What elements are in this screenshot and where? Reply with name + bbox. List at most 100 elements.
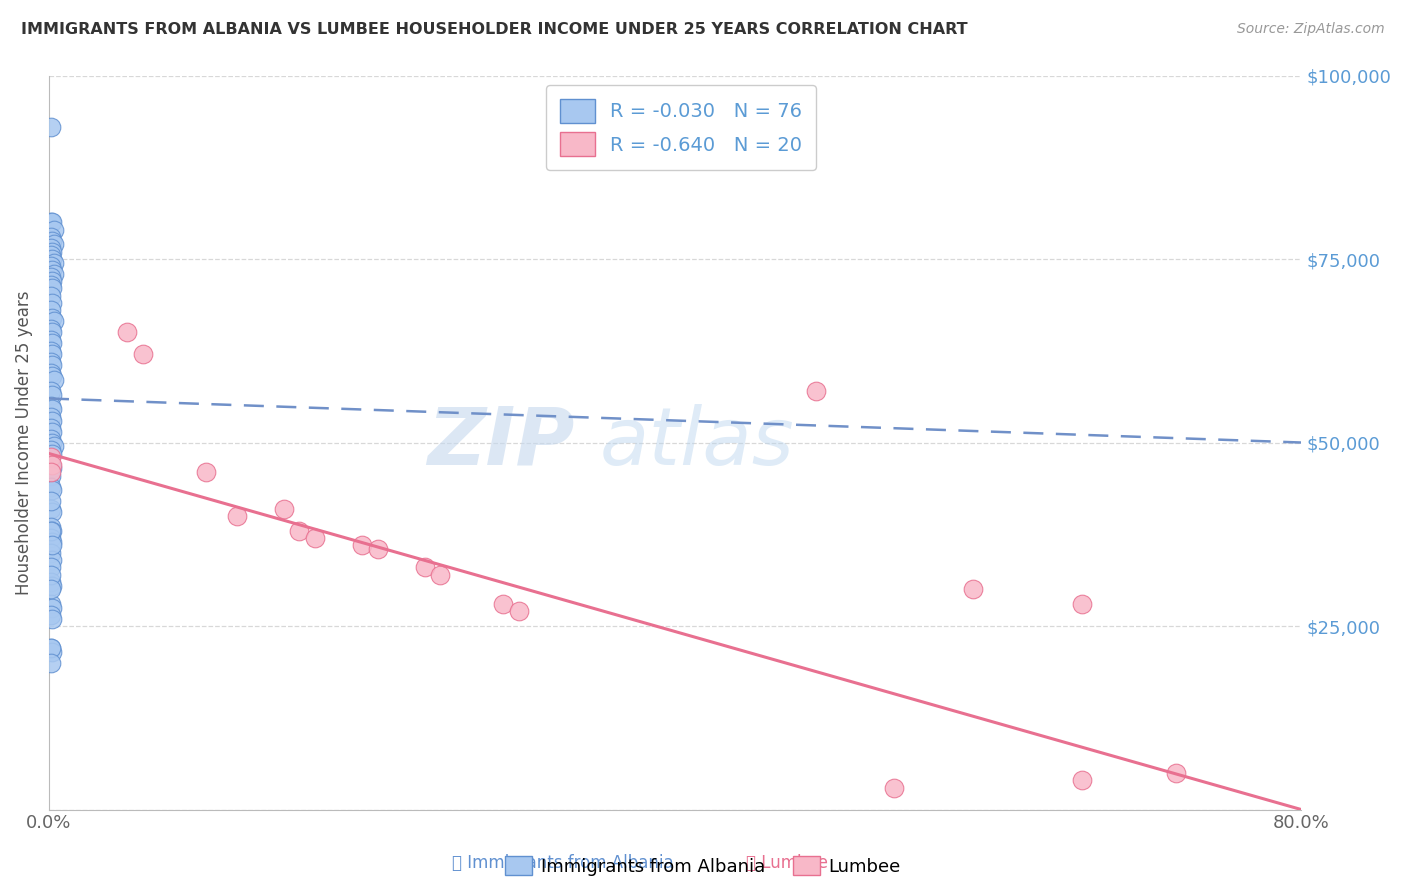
Point xyxy=(41,446,63,460)
Point xyxy=(41,388,63,402)
Point xyxy=(39,458,62,472)
Point xyxy=(39,574,62,589)
Point xyxy=(42,267,65,281)
Point xyxy=(41,461,63,475)
Point xyxy=(41,553,63,567)
Point xyxy=(41,483,63,498)
Point xyxy=(352,538,374,552)
Point xyxy=(41,310,63,325)
Point xyxy=(39,560,62,574)
Point xyxy=(304,531,326,545)
Point xyxy=(39,567,62,582)
Point xyxy=(41,234,63,248)
Point xyxy=(39,409,62,424)
Point xyxy=(1071,597,1094,611)
Point xyxy=(39,241,62,255)
Point xyxy=(39,248,62,262)
Point xyxy=(42,373,65,387)
Point xyxy=(39,120,62,134)
Point xyxy=(39,656,62,670)
Y-axis label: Householder Income Under 25 years: Householder Income Under 25 years xyxy=(15,290,32,595)
Point xyxy=(429,567,451,582)
Point xyxy=(41,505,63,519)
Point xyxy=(41,534,63,549)
Point xyxy=(39,546,62,560)
Point xyxy=(39,343,62,358)
Point xyxy=(41,296,63,310)
Point xyxy=(367,541,389,556)
Point xyxy=(39,468,62,483)
Point xyxy=(1071,773,1094,788)
Point xyxy=(41,538,63,552)
Point xyxy=(194,465,217,479)
Point xyxy=(225,508,247,523)
Point xyxy=(508,604,530,618)
Text: ⬜ Immigrants from Albania: ⬜ Immigrants from Albania xyxy=(451,855,673,872)
Point xyxy=(41,402,63,417)
Point xyxy=(39,582,62,597)
Point xyxy=(39,270,62,285)
Point xyxy=(39,421,62,435)
Point xyxy=(39,277,62,292)
Point xyxy=(804,384,827,399)
Point xyxy=(41,215,63,229)
Point xyxy=(41,252,63,266)
Point xyxy=(132,347,155,361)
Point xyxy=(39,641,62,656)
Text: atlas: atlas xyxy=(600,403,794,482)
Point xyxy=(883,780,905,795)
Point xyxy=(42,439,65,453)
Legend: R = -0.030   N = 76, R = -0.640   N = 20: R = -0.030 N = 76, R = -0.640 N = 20 xyxy=(546,86,815,169)
Point xyxy=(39,399,62,413)
Point xyxy=(41,425,63,439)
Point xyxy=(41,274,63,288)
Point xyxy=(39,531,62,545)
Point xyxy=(39,366,62,380)
Point xyxy=(41,579,63,593)
Text: Source: ZipAtlas.com: Source: ZipAtlas.com xyxy=(1237,22,1385,37)
Point xyxy=(39,260,62,274)
Point xyxy=(39,442,62,457)
Point xyxy=(39,432,62,446)
Point xyxy=(39,597,62,611)
Point xyxy=(41,524,63,538)
Point xyxy=(39,607,62,622)
Text: IMMIGRANTS FROM ALBANIA VS LUMBEE HOUSEHOLDER INCOME UNDER 25 YEARS CORRELATION : IMMIGRANTS FROM ALBANIA VS LUMBEE HOUSEH… xyxy=(21,22,967,37)
Point xyxy=(41,600,63,615)
Point xyxy=(41,458,63,472)
Point xyxy=(41,263,63,277)
Point xyxy=(41,336,63,351)
Point xyxy=(39,303,62,318)
Point xyxy=(39,641,62,656)
Point xyxy=(39,215,62,229)
Point xyxy=(41,244,63,259)
Point xyxy=(39,230,62,244)
Point xyxy=(42,314,65,328)
Point xyxy=(41,612,63,626)
Point xyxy=(41,359,63,373)
Point xyxy=(39,465,62,479)
Point xyxy=(41,347,63,361)
Point xyxy=(39,333,62,347)
Point xyxy=(41,281,63,295)
Point xyxy=(39,524,62,538)
Point xyxy=(413,560,436,574)
Legend: Immigrants from Albania, Lumbee: Immigrants from Albania, Lumbee xyxy=(498,849,908,883)
Point xyxy=(273,501,295,516)
Point xyxy=(42,222,65,236)
Point xyxy=(39,384,62,399)
Point xyxy=(1164,765,1187,780)
Point xyxy=(288,524,311,538)
Text: ⬜ Lumbee: ⬜ Lumbee xyxy=(747,855,828,872)
Point xyxy=(962,582,984,597)
Point xyxy=(492,597,515,611)
Point xyxy=(41,413,63,427)
Point xyxy=(39,289,62,303)
Point xyxy=(39,450,62,465)
Point xyxy=(39,322,62,336)
Point xyxy=(42,256,65,270)
Point xyxy=(39,494,62,508)
Point xyxy=(39,479,62,493)
Point xyxy=(41,326,63,340)
Point xyxy=(115,326,138,340)
